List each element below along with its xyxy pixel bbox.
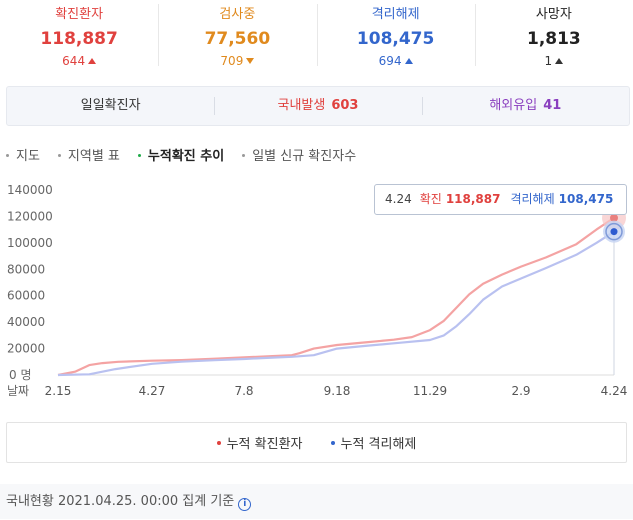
- y-tick-label: 120000: [7, 209, 53, 223]
- daily-overseas: 해외유입 41: [421, 86, 629, 126]
- x-tick-label: 9.18: [324, 384, 351, 398]
- tab-map[interactable]: 지도: [6, 145, 40, 164]
- stat-deaths: 사망자 1,813 1: [474, 0, 633, 78]
- stat-deaths-value: 1,813: [526, 29, 581, 49]
- stat-released-value: 108,475: [356, 29, 435, 49]
- stat-deaths-delta-value: 1: [544, 54, 553, 68]
- stat-deaths-label: 사망자: [535, 7, 572, 22]
- arrow-up-icon: [404, 58, 413, 64]
- bullet-icon: [57, 154, 61, 157]
- released-series-line: [57, 230, 615, 377]
- daily-domestic: 국내발생 603: [214, 86, 421, 126]
- tab-map-label: 지도: [16, 149, 40, 164]
- stat-testing-delta: 709: [158, 53, 316, 69]
- x-axis-title: 날짜: [7, 384, 29, 398]
- y-tick-label: 20000: [7, 342, 45, 356]
- stat-testing-label: 검사중: [219, 7, 256, 22]
- chart-tooltip: 4.24 확진 118,887 격리해제 108,475: [374, 184, 627, 215]
- stat-confirmed-label: 확진환자: [55, 7, 104, 22]
- summary-stats: 확진환자 118,887 644 검사중 77,560 709 격리해제 108…: [0, 0, 633, 78]
- arrow-up-icon: [555, 58, 564, 64]
- view-tabs: 지도 지역별 표 누적확진 추이 일별 신규 확진자수: [0, 145, 368, 164]
- bullet-icon: [137, 154, 141, 157]
- y-tick-label: 60000: [7, 289, 45, 303]
- confirmed-highlight-point: [610, 213, 618, 222]
- footer-note: 국내현황 2021.04.25. 00:00 집계 기준 i: [0, 484, 633, 519]
- legend-released-label: 누적 격리해제: [340, 437, 417, 452]
- stat-released-label: 격리해제: [371, 7, 420, 22]
- legend-released-dot: [330, 441, 335, 445]
- x-tick-label: 4.27: [139, 384, 166, 398]
- bullet-icon: [6, 154, 9, 157]
- stat-confirmed-value: 118,887: [40, 29, 118, 49]
- tooltip-confirmed-label: 확진: [419, 192, 442, 206]
- y-tick-label: 80000: [7, 262, 45, 276]
- x-tick-label: 2.15: [45, 384, 72, 398]
- stat-confirmed: 확진환자 118,887 644: [0, 0, 158, 78]
- stat-testing-delta-value: 709: [220, 54, 244, 68]
- stat-confirmed-delta: 644: [0, 53, 158, 69]
- tooltip-date: 4.24: [385, 192, 412, 206]
- arrow-up-icon: [88, 58, 97, 64]
- x-tick-label: 7.8: [234, 384, 253, 398]
- daily-domestic-value: 603: [331, 98, 359, 113]
- info-icon[interactable]: i: [238, 498, 252, 511]
- tooltip-released-label: 격리해제: [510, 192, 555, 206]
- chart-legend: 누적 확진환자 누적 격리해제: [6, 422, 627, 463]
- legend-confirmed-dot: [216, 441, 221, 445]
- tooltip-confirmed-value: 118,887: [445, 192, 501, 206]
- tab-cumulative-trend[interactable]: 누적확진 추이: [137, 145, 225, 164]
- x-tick-label: 2.9: [511, 384, 530, 398]
- cumulative-chart[interactable]: 0 명 20000 40000 60000 80000 100000 120000 14000…: [0, 178, 633, 403]
- daily-overseas-label: 해외유입: [489, 98, 538, 113]
- daily-overseas-value: 41: [543, 98, 562, 113]
- footer-text: 국내현황 2021.04.25. 00:00 집계 기준: [6, 494, 235, 509]
- y-tick-label: 140000: [7, 183, 53, 197]
- x-tick-label: 4.24: [601, 384, 628, 398]
- daily-label: 일일확진자: [80, 98, 141, 113]
- stat-released: 격리해제 108,475 694: [316, 0, 475, 78]
- y-tick-label: 40000: [7, 315, 45, 329]
- confirmed-series-line: [57, 216, 615, 377]
- tab-cumulative-trend-label: 누적확진 추이: [147, 149, 225, 164]
- tooltip-released-value: 108,475: [558, 192, 614, 206]
- released-highlight-ring: [605, 222, 623, 241]
- released-highlight-point: [610, 228, 618, 236]
- legend-confirmed[interactable]: 누적 확진환자: [216, 433, 303, 452]
- y-tick-label: 100000: [7, 236, 53, 250]
- stat-deaths-delta: 1: [475, 53, 633, 69]
- arrow-down-icon: [246, 58, 255, 64]
- stat-confirmed-delta-value: 644: [62, 54, 86, 68]
- daily-cases-bar: 일일확진자 국내발생 603 해외유입 41: [6, 86, 630, 126]
- daily-domestic-label: 국내발생: [277, 98, 326, 113]
- tab-daily-new-label: 일별 신규 확진자수: [252, 149, 357, 164]
- y-tick-label: 0 명: [9, 368, 32, 382]
- legend-confirmed-label: 누적 확진환자: [226, 437, 303, 452]
- stat-released-delta: 694: [317, 53, 475, 69]
- stat-testing-value: 77,560: [204, 29, 271, 49]
- x-tick-label: 11.29: [413, 384, 447, 398]
- tab-region-table[interactable]: 지역별 표: [57, 145, 120, 164]
- stat-testing: 검사중 77,560 709: [158, 0, 316, 78]
- tab-region-table-label: 지역별 표: [67, 149, 120, 164]
- bullet-icon: [242, 154, 246, 157]
- legend-released[interactable]: 누적 격리해제: [330, 433, 417, 452]
- stat-released-delta-value: 694: [378, 54, 402, 68]
- tab-daily-new[interactable]: 일별 신규 확진자수: [242, 145, 357, 164]
